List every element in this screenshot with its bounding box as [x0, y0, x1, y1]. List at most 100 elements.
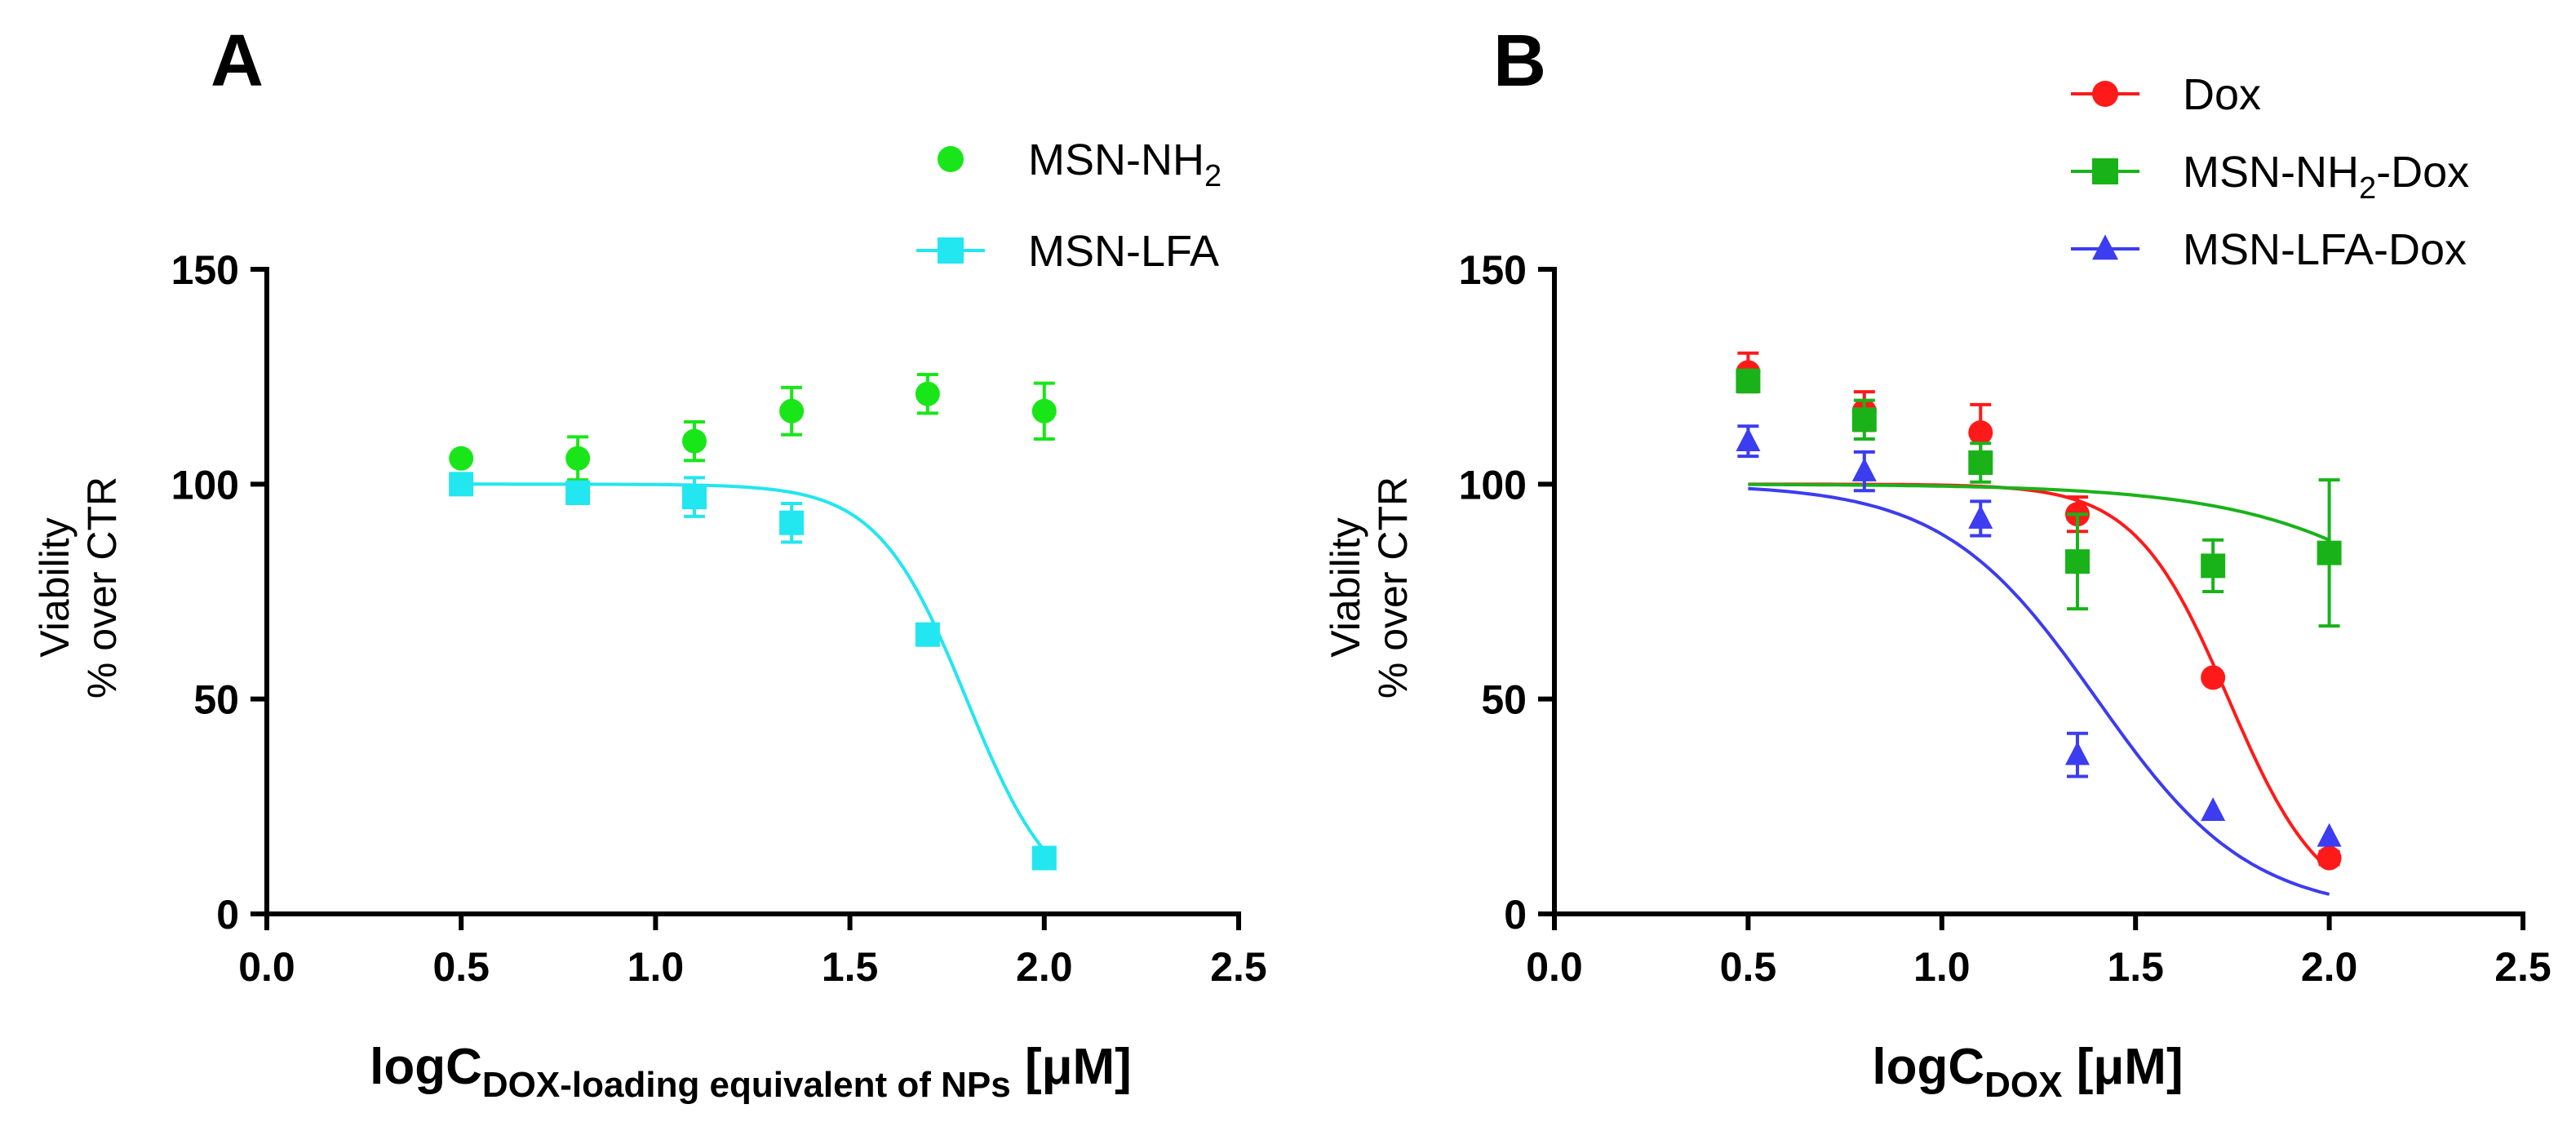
x-tick-label: 1.0 [1913, 944, 1971, 990]
marker-circle [1031, 398, 1057, 424]
data-point [565, 435, 591, 482]
x-axis-label-tail: [μM] [1011, 1039, 1132, 1095]
marker-square [915, 622, 940, 647]
x-tick-label: 0.5 [1720, 944, 1777, 990]
marker-circle [449, 446, 474, 471]
y-tick-label: 100 [1459, 462, 1527, 508]
legend-entry: Dox [2071, 70, 2261, 119]
y-axis-label-line2: % over CTR [1370, 477, 1416, 698]
panel-letter-b: B [1493, 20, 1546, 102]
marker-triangle [2201, 797, 2226, 821]
x-axis-label-main: logC [370, 1039, 482, 1095]
legend-label-main: MSN-NH [2183, 148, 2359, 197]
x-tick-label: 0.0 [238, 944, 295, 990]
fit-curves-a [461, 482, 1046, 852]
legend-entry: MSN-LFA [916, 227, 1219, 276]
y-tick-label: 0 [216, 892, 239, 938]
legend-marker [938, 237, 964, 264]
legend-label-main: Dox [2183, 70, 2261, 119]
legend-label-sub: 2 [2359, 171, 2376, 206]
fit-curves-b [1748, 482, 2330, 896]
legend-a: MSN-NH2 MSN-LFA [916, 135, 1221, 276]
x-tick-label: 0.0 [1526, 944, 1583, 990]
panel-letter-a: A [211, 20, 264, 102]
marker-triangle [2064, 741, 2090, 765]
data-point [2201, 797, 2226, 821]
legend-marker [2092, 81, 2118, 107]
x-axis-label-tail: [μM] [2063, 1039, 2184, 1095]
legend-label-main: MSN-NH [1028, 135, 1204, 184]
legend-b: Dox MSN-NH2-Dox MSN-LFA-Dox [2071, 70, 2469, 274]
data-points-a [449, 373, 1057, 871]
panel-b: B Viability % over CTR logCDOX [μM] 0.0 0… [1323, 20, 2552, 1105]
marker-circle [779, 398, 805, 424]
data-point [1031, 381, 1057, 441]
x-tick-label: 2.5 [1210, 944, 1267, 990]
data-point [2064, 731, 2090, 778]
legend-entry: MSN-LFA-Dox [2071, 225, 2467, 274]
data-point [1736, 368, 1761, 394]
marker-circle [682, 428, 707, 454]
data-point [1031, 845, 1057, 871]
marker-circle [2317, 845, 2342, 871]
marker-triangle [1851, 458, 1877, 481]
x-tick-label: 2.0 [1016, 944, 1073, 990]
marker-square [2064, 549, 2090, 574]
data-point [682, 476, 707, 518]
data-point [1851, 450, 1877, 493]
legend-label-main: MSN-LFA [1028, 227, 1219, 276]
data-point [1736, 424, 1761, 459]
fit-curve-msn-nh2-dox [1748, 482, 2330, 542]
x-axis-label-sub: DOX-loading equivalent of NPs [482, 1065, 1011, 1105]
data-point [449, 446, 474, 471]
marker-triangle [2317, 823, 2342, 847]
marker-square [2201, 553, 2226, 579]
marker-square [1851, 407, 1877, 432]
legend-entry: MSN-NH2 [938, 135, 1221, 193]
marker-circle [915, 381, 940, 406]
y-axis-label-line1: Viability [1323, 517, 1368, 657]
marker-triangle [1736, 428, 1761, 452]
y-tick-label: 50 [193, 677, 239, 723]
marker-square [1031, 845, 1057, 871]
legend-label: Dox [2183, 70, 2261, 119]
fit-curve-msn-lfa [461, 482, 1046, 852]
axes-a: 0.0 0.5 1.0 1.5 2.0 2.5 0 50 100 150 [171, 247, 1267, 990]
y-axis-label-a: Viability % over CTR [32, 477, 125, 698]
y-tick-label: 50 [1481, 677, 1527, 723]
y-tick-label: 150 [1459, 247, 1527, 293]
marker-square [2317, 540, 2342, 565]
y-tick-label: 150 [171, 247, 239, 293]
data-point [2201, 665, 2226, 690]
x-axis-label-main: logC [1872, 1039, 1984, 1095]
marker-circle [2201, 665, 2226, 690]
data-point [2064, 512, 2090, 611]
marker-square [682, 485, 707, 510]
data-point [449, 472, 474, 497]
data-point [779, 502, 805, 544]
marker-square [449, 472, 474, 497]
x-axis-label-sub: DOX [1984, 1065, 2062, 1105]
legend-label-tail: -Dox [2376, 148, 2469, 197]
data-point [1968, 499, 1993, 538]
marker-triangle [1968, 504, 1993, 529]
data-points-b [1736, 351, 2342, 871]
x-tick-label: 2.5 [2494, 944, 2552, 990]
axes-b: 0.0 0.5 1.0 1.5 2.0 2.5 0 50 100 150 [1459, 247, 2552, 990]
data-point [682, 419, 707, 463]
marker-square [1736, 368, 1761, 393]
x-tick-label: 2.0 [2301, 944, 2358, 990]
x-axis-label-b: logCDOX [μM] [1872, 1039, 2183, 1105]
legend-marker [938, 146, 964, 172]
y-tick-label: 0 [1504, 892, 1527, 938]
y-axis-label-line2: % over CTR [79, 477, 125, 698]
fit-curve-msn-lfa-dox [1748, 486, 2330, 896]
legend-entry: MSN-NH2-Dox [2071, 148, 2469, 206]
y-axis-label-b: Viability % over CTR [1323, 477, 1416, 698]
marker-square [779, 510, 805, 535]
legend-label-sub: 2 [1204, 159, 1221, 193]
data-point [915, 622, 940, 647]
fit-curve-dox [1748, 482, 2330, 871]
data-point [915, 373, 940, 415]
